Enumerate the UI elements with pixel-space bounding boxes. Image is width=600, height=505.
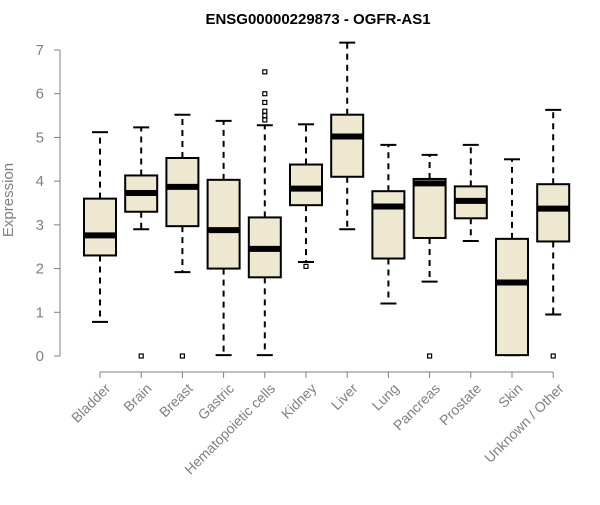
box-unknown-other <box>536 108 571 359</box>
x-tick-label: Breast <box>156 380 196 420</box>
outlier-point <box>262 108 268 114</box>
y-axis: 0 1 2 3 4 5 6 7 <box>36 42 61 365</box>
x-tick-label: Skin <box>495 380 526 411</box>
outlier-point <box>262 112 268 119</box>
x-tick-label: Kidney <box>278 380 320 422</box>
outlier-point <box>262 69 268 75</box>
y-tick-label: 7 <box>36 42 44 59</box>
box-brain <box>124 126 159 359</box>
box-gastric <box>206 119 241 357</box>
outlier-point <box>303 263 309 269</box>
box-iqr <box>412 177 447 239</box>
outlier-point <box>262 99 268 106</box>
y-tick-label: 6 <box>36 86 44 103</box>
y-tick-label: 3 <box>36 217 44 234</box>
y-tick-label: 0 <box>36 348 44 365</box>
box-iqr <box>289 163 323 207</box>
box-iqr <box>330 113 365 178</box>
box-pancreas <box>412 153 447 359</box>
y-tick-label: 4 <box>36 173 44 190</box>
box-kidney <box>289 123 323 269</box>
box-iqr <box>536 183 571 243</box>
box-hematopoietic-cells <box>247 69 282 357</box>
outlier-point <box>138 353 144 359</box>
outlier-point <box>262 117 268 123</box>
y-tick-label: 5 <box>36 129 44 146</box>
outlier-point <box>427 353 433 359</box>
box-prostate <box>453 143 488 243</box>
box-iqr <box>495 237 529 357</box>
box-iqr <box>165 156 200 228</box>
box-iqr <box>206 178 241 270</box>
x-tick-label: Prostate <box>436 380 484 428</box>
box-skin <box>495 158 529 357</box>
box-iqr <box>83 197 117 257</box>
outlier-point <box>262 91 268 97</box>
x-tick-label: Brain <box>120 380 154 414</box>
y-tick-label: 1 <box>36 304 44 321</box>
box-bladder <box>83 131 117 323</box>
y-axis-label: Expression <box>0 163 17 237</box>
box-series <box>83 41 571 359</box>
outlier-point <box>550 353 556 359</box>
box-lung <box>371 143 406 305</box>
box-liver <box>330 41 365 231</box>
outlier-point <box>179 353 185 359</box>
y-tick-label: 2 <box>36 261 44 278</box>
box-iqr <box>371 190 406 260</box>
x-tick-label: Liver <box>328 380 361 413</box>
x-tick-label: Bladder <box>68 380 114 426</box>
x-tick-label: Lung <box>369 380 402 413</box>
box-breast <box>165 113 200 359</box>
chart-title: ENSG00000229873 - OGFR-AS1 <box>205 11 430 28</box>
